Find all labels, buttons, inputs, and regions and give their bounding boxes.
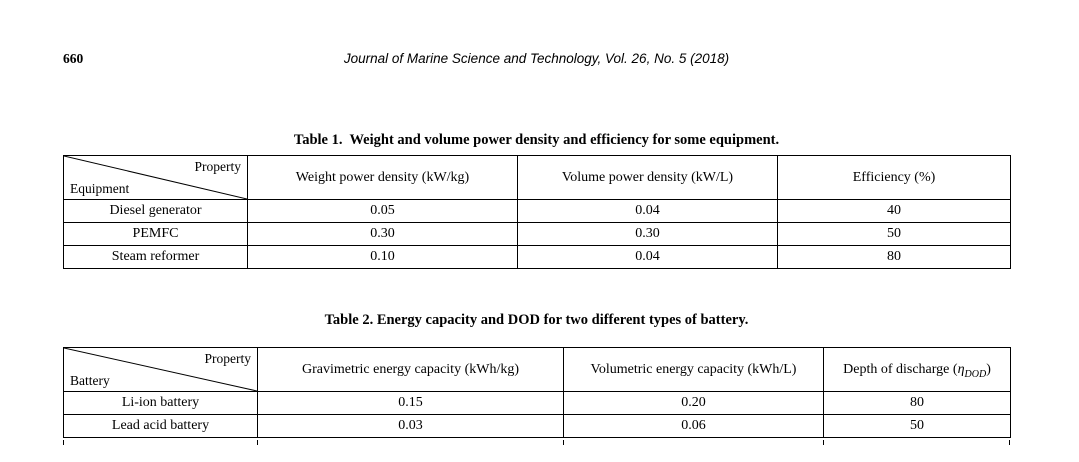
table2-header-row: Property Battery Gravimetric energy capa… <box>63 347 1011 392</box>
table-border-stub <box>563 440 564 445</box>
row-label: PEMFC <box>63 222 248 246</box>
table-border-stub <box>1009 440 1010 445</box>
cell-value: 50 <box>823 414 1011 438</box>
cell-value: 80 <box>823 391 1011 415</box>
row-label: Lead acid battery <box>63 414 258 438</box>
row-label: Li-ion battery <box>63 391 258 415</box>
cell-value: 50 <box>777 222 1011 246</box>
cell-value: 0.05 <box>247 199 518 223</box>
table1-col-volume-power-density: Volume power density (kW/L) <box>517 155 778 200</box>
diagonal-divider-icon <box>64 156 247 199</box>
table-row: PEMFC 0.30 0.30 50 <box>63 222 1011 246</box>
cell-value: 0.20 <box>563 391 824 415</box>
table1-col-weight-power-density: Weight power density (kW/kg) <box>247 155 518 200</box>
cell-value: 0.04 <box>517 199 778 223</box>
table2-col-depth-of-discharge: Depth of discharge (ηDOD) <box>823 347 1011 392</box>
page-number: 660 <box>63 51 84 66</box>
table2-col-gravimetric-capacity: Gravimetric energy capacity (kWh/kg) <box>257 347 564 392</box>
table-border-stub <box>257 440 258 445</box>
corner-label-equipment: Equipment <box>70 181 130 196</box>
table1-col-efficiency: Efficiency (%) <box>777 155 1011 200</box>
table2-col-volumetric-capacity: Volumetric energy capacity (kWh/L) <box>563 347 824 392</box>
dod-prefix: Depth of discharge ( <box>843 361 958 377</box>
corner-label-property: Property <box>204 351 252 366</box>
row-label: Diesel generator <box>63 199 248 223</box>
eta-symbol: η <box>957 361 965 377</box>
cell-value: 0.15 <box>257 391 564 415</box>
table-border-stub <box>63 440 64 445</box>
cell-value: 0.30 <box>247 222 518 246</box>
journal-header: Journal of Marine Science and Technology… <box>343 51 730 66</box>
dod-suffix: ) <box>986 361 991 377</box>
table-border-stub <box>823 440 824 445</box>
row-label: Steam reformer <box>63 245 248 269</box>
cell-value: 0.04 <box>517 245 778 269</box>
cell-value: 80 <box>777 245 1011 269</box>
table1-caption: Table 1. Weight and volume power density… <box>293 132 780 148</box>
table1-corner-cell: Property Equipment <box>63 155 248 200</box>
cell-value: 0.03 <box>257 414 564 438</box>
eta-subscript: DOD <box>964 368 987 380</box>
corner-label-battery: Battery <box>70 373 110 388</box>
table-row: Diesel generator 0.05 0.04 40 <box>63 199 1011 223</box>
table1-header-row: Property Equipment Weight power density … <box>63 155 1011 200</box>
cell-value: 0.30 <box>517 222 778 246</box>
cell-value: 40 <box>777 199 1011 223</box>
table-row: Steam reformer 0.10 0.04 80 <box>63 245 1011 269</box>
table2-caption: Table 2. Energy capacity and DOD for two… <box>324 312 749 328</box>
table-row: Lead acid battery 0.03 0.06 50 <box>63 414 1011 438</box>
diagonal-divider-icon <box>64 348 257 391</box>
corner-label-property: Property <box>194 159 242 174</box>
table2-corner-cell: Property Battery <box>63 347 258 392</box>
table-row: Li-ion battery 0.15 0.20 80 <box>63 391 1011 415</box>
table-2: Property Battery Gravimetric energy capa… <box>63 347 1011 438</box>
cell-value: 0.06 <box>563 414 824 438</box>
table-1: Property Equipment Weight power density … <box>63 155 1011 269</box>
cell-value: 0.10 <box>247 245 518 269</box>
